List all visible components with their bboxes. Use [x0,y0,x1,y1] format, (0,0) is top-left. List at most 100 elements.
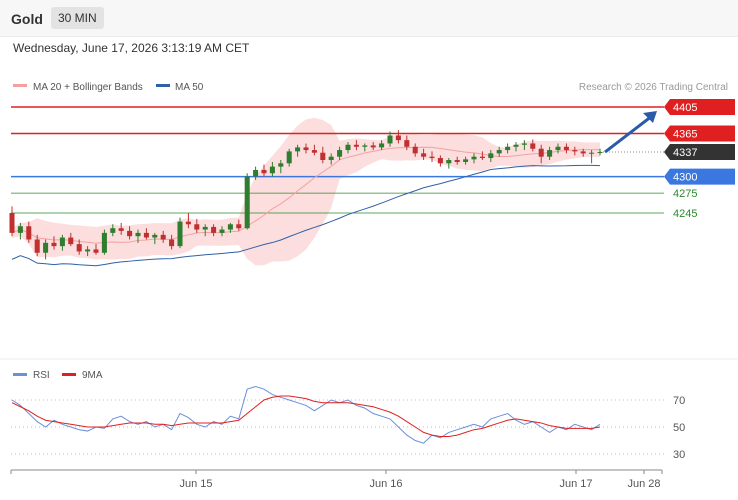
level-tag-4337 [664,144,735,161]
candle-body [68,237,74,245]
candle-body [311,150,317,153]
level-tag-4300 [664,168,735,185]
ma50-legend-label: MA 50 [175,82,204,93]
candle-body [471,156,477,160]
level-label-4405: 4405 [673,102,697,114]
candle-body [152,234,158,238]
candle-body [505,146,511,151]
candle-body [353,144,359,147]
candle-body [194,224,200,230]
candle-body [547,150,553,157]
candles [9,130,603,260]
candle-body [429,156,435,159]
level-labels: 4405 4365 4337 4300 4275 4245 [664,99,735,220]
level-tag-4405 [664,99,735,115]
ma20-line [11,146,601,244]
candle-body [328,156,334,160]
candle-body [286,151,292,164]
candle-body [412,146,418,154]
candle-body [143,232,149,238]
candle-body [9,213,15,233]
candle-body [253,169,259,177]
candle-body [93,249,99,253]
ma50-line [11,164,601,267]
candle-body [345,144,351,151]
candle-body [110,228,116,233]
ma20-legend-swatch [13,84,27,87]
candle-body [26,226,32,240]
arrow-head [643,111,657,123]
candle-body [185,221,191,225]
candle-body [261,169,267,174]
candle-body [446,160,452,164]
candle-body [404,140,410,147]
candle-body [479,156,485,159]
candle-body [379,143,385,148]
candle-body [362,145,368,147]
candle-body [463,159,469,162]
forecast-arrow [604,111,657,154]
candle-body [513,144,519,147]
candle-body [496,150,502,154]
candle-body [34,239,40,253]
candle-body [85,249,91,252]
rsi-tick-label: 70 [673,395,685,407]
candle-body [572,150,578,152]
rsi-line [11,385,601,444]
candle-body [269,166,275,174]
candle-body [320,152,326,160]
arrow-shaft [604,114,653,154]
candle-body [387,135,393,144]
bollinger-band-area [12,117,600,266]
ma50-legend-swatch [156,84,170,87]
candle-body [236,224,242,229]
candle-body [211,226,217,233]
candle-body [589,152,595,154]
candle-body [555,146,561,151]
candle-body [278,163,284,167]
candle-body [530,143,536,149]
candle-body [177,221,183,247]
candle-body [437,158,443,164]
candle-body [488,153,494,159]
rsi-panel: 30 50 70 [11,385,685,461]
candle-body [160,234,166,240]
candle-body [538,148,544,157]
candle-body [169,239,175,247]
candle-body [219,229,225,233]
candle-body [597,152,603,154]
candle-body [17,226,23,233]
rsi-legend-swatch [13,373,27,376]
candle-body [395,135,401,141]
key-levels [11,106,664,214]
candle-body [51,242,57,247]
candle-body [454,160,460,162]
candle-body [580,151,586,154]
level-tag-4365 [664,125,735,142]
moving-averages [11,146,601,267]
candle-body [135,232,141,237]
rsi-legend-label: RSI [33,370,50,381]
x-axis: Jun 15 Jun 16 Jun 17 Jun 28 [10,469,663,490]
rsi-tick-label: 50 [673,422,685,434]
candle-body [521,143,527,145]
candle-body [202,226,208,230]
candle-body [563,146,569,151]
candle-body [76,244,82,252]
candle-body [421,153,427,157]
x-tick-label: Jun 28 [627,478,660,490]
x-tick-label: Jun 16 [369,478,402,490]
rsi-ma-legend-label: 9MA [82,370,103,381]
rsi-ma-legend-swatch [62,373,76,376]
rsi-tick-label: 30 [673,449,685,461]
research-credit: Research © 2026 Trading Central [579,82,728,93]
candle-body [295,147,301,152]
x-tick-label: Jun 17 [559,478,592,490]
candle-body [227,224,233,230]
timestamp: Wednesday, June 17, 2026 3:13:19 AM CET [13,41,250,55]
ma20-legend-label: MA 20 + Bollinger Bands [33,82,143,93]
level-label-4365: 4365 [673,129,697,141]
timeframe-badge[interactable]: 30 MIN [51,7,104,29]
rsi-ma-line [11,395,601,437]
candle-body [337,150,343,157]
